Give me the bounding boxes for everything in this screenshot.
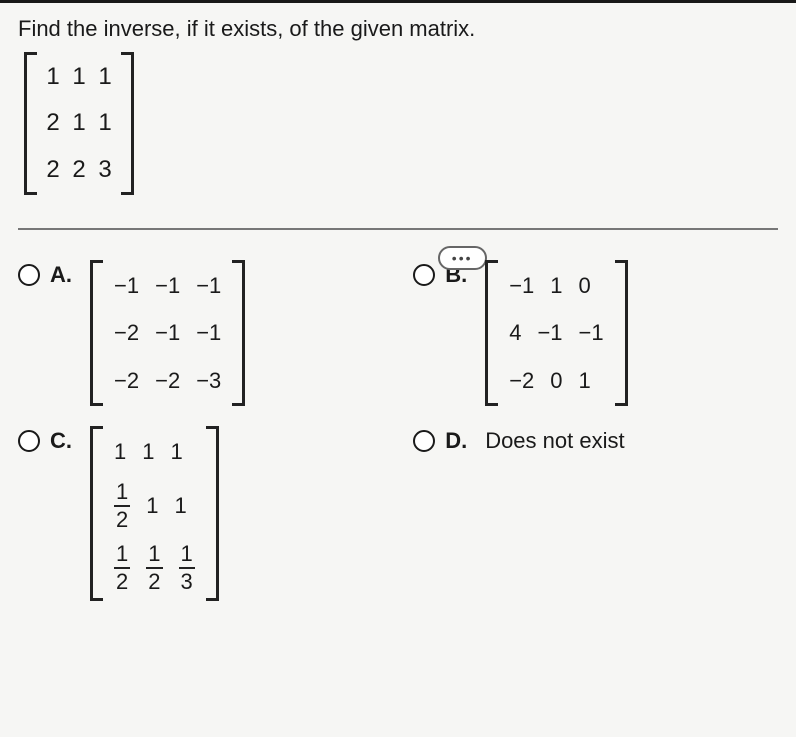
fraction: 12 [114, 481, 130, 531]
bracket-left-icon [24, 52, 34, 195]
radio-icon[interactable] [413, 264, 435, 286]
option-a[interactable]: A. −1−1−1−2−1−1−2−2−3 [18, 260, 413, 406]
matrix-cell: 2 [66, 147, 92, 193]
matrix-cell: 12 [106, 537, 138, 599]
options-grid: A. −1−1−1−2−1−1−2−2−3 B. −1104−1−1−201 [18, 260, 778, 621]
matrix-cell: −1 [571, 309, 612, 356]
matrix-cell: 1 [66, 54, 92, 100]
matrix-body: −1−1−1−2−1−1−2−2−3 [100, 260, 235, 406]
matrix-cell: −1 [106, 262, 147, 309]
fraction: 13 [179, 543, 195, 593]
matrix-cell: −3 [188, 357, 229, 404]
option-d[interactable]: D. Does not exist [413, 426, 778, 601]
bracket-left-icon [90, 426, 100, 601]
matrix-cell: 12 [106, 475, 138, 537]
matrix-cell: 1 [92, 100, 118, 146]
matrix-body: −1104−1−1−201 [495, 260, 617, 406]
fraction: 12 [146, 543, 162, 593]
more-dots-icon[interactable]: ••• [438, 246, 487, 270]
option-body: −1104−1−1−201 [485, 260, 627, 406]
matrix-cell: 1 [106, 428, 134, 475]
matrix-bracket-group: 111211223 [24, 52, 134, 195]
matrix-cell: 2 [40, 147, 66, 193]
given-matrix: 111211223 [24, 52, 778, 200]
matrix-cell: −2 [147, 357, 188, 404]
matrix-cell: −1 [147, 309, 188, 356]
matrix-cell: 1 [92, 54, 118, 100]
matrix-cell: 1 [138, 482, 166, 529]
matrix-cell: 0 [542, 357, 570, 404]
option-c-matrix: 1111211121213 [90, 426, 219, 601]
matrix-body: 111211223 [34, 52, 124, 195]
matrix-body: 1111211121213 [100, 426, 209, 601]
bracket-right-icon [124, 52, 134, 195]
question-prompt: Find the inverse, if it exists, of the g… [18, 16, 778, 42]
matrix-cell: −2 [501, 357, 542, 404]
matrix-cell: 4 [501, 309, 529, 356]
option-a-matrix: −1−1−1−2−1−1−2−2−3 [90, 260, 245, 406]
matrix-cell: −1 [529, 309, 570, 356]
matrix-cell: 1 [542, 262, 570, 309]
matrix-cell: −2 [106, 357, 147, 404]
matrix-cell: 1 [167, 482, 195, 529]
matrix-cell: 12 [138, 537, 170, 599]
option-body: −1−1−1−2−1−1−2−2−3 [90, 260, 245, 406]
matrix-cell: −1 [188, 262, 229, 309]
fraction: 12 [114, 543, 130, 593]
matrix-cell: 2 [40, 100, 66, 146]
matrix-cell: −1 [147, 262, 188, 309]
option-label: C. [50, 428, 78, 454]
radio-icon[interactable] [18, 264, 40, 286]
matrix-cell: 1 [163, 428, 191, 475]
matrix-cell: 0 [571, 262, 599, 309]
matrix-cell: 1 [66, 100, 92, 146]
matrix-cell: 1 [40, 54, 66, 100]
question-page: Find the inverse, if it exists, of the g… [0, 0, 796, 737]
bracket-right-icon [209, 426, 219, 601]
bracket-right-icon [235, 260, 245, 406]
section-divider [18, 228, 778, 230]
option-b[interactable]: B. −1104−1−1−201 [413, 260, 778, 406]
option-body: 1111211121213 [90, 426, 219, 601]
option-b-matrix: −1104−1−1−201 [485, 260, 627, 406]
option-label: D. [445, 428, 473, 454]
matrix-cell: −1 [188, 309, 229, 356]
bracket-left-icon [485, 260, 495, 406]
matrix-cell: −1 [501, 262, 542, 309]
matrix-cell: 1 [134, 428, 162, 475]
bracket-right-icon [618, 260, 628, 406]
matrix-cell: 13 [171, 537, 203, 599]
matrix-cell: −2 [106, 309, 147, 356]
bracket-left-icon [90, 260, 100, 406]
option-c[interactable]: C. 1111211121213 [18, 426, 413, 601]
matrix-cell: 1 [571, 357, 599, 404]
option-label: A. [50, 262, 78, 288]
radio-icon[interactable] [413, 430, 435, 452]
matrix-cell: 3 [92, 147, 118, 193]
option-d-text: Does not exist [485, 426, 624, 454]
radio-icon[interactable] [18, 430, 40, 452]
